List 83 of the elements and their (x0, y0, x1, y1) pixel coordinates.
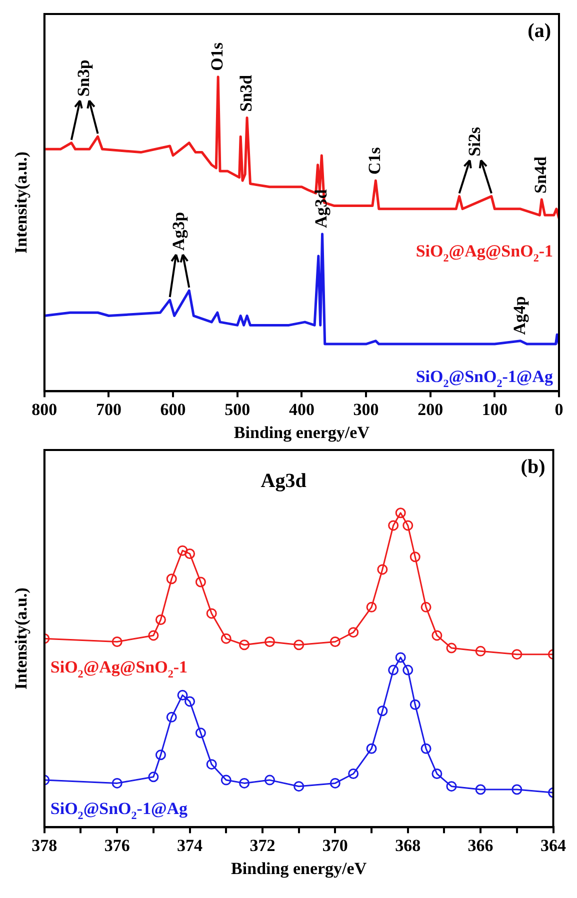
point (395, 508, 406, 518)
x-tick-label: 370 (322, 836, 348, 855)
x-axis-title: Binding energy/eV (234, 423, 370, 442)
point (166, 574, 177, 584)
x-tick-label: 368 (395, 836, 421, 855)
point (206, 759, 217, 770)
point (395, 652, 406, 663)
x-tick-label: 400 (288, 400, 314, 419)
y-axis-title: Intensity(a.u.) (12, 588, 31, 690)
x-tick-label: 200 (418, 400, 444, 419)
point (410, 552, 420, 562)
x-tick-label: 600 (160, 400, 186, 419)
point (155, 750, 166, 760)
x-tick-label: 700 (96, 400, 122, 419)
x-tick-label: 378 (32, 836, 58, 855)
annotation: Ag4p (510, 296, 529, 335)
point (446, 781, 457, 792)
x-tick-label: 372 (250, 836, 276, 855)
x-tick-label: 300 (353, 400, 379, 419)
point (348, 627, 359, 638)
text: Ag3d (260, 470, 306, 492)
point (184, 696, 196, 707)
point (166, 712, 177, 722)
point (148, 630, 159, 641)
point (220, 633, 232, 644)
annotation: O1s (207, 42, 226, 71)
point (512, 784, 522, 795)
y-axis-title: Intensity(a.u.) (12, 152, 31, 254)
point (184, 548, 196, 559)
x-tick-label: 0 (554, 400, 564, 419)
annotation: Sn3d (236, 74, 256, 112)
point (366, 743, 377, 754)
point (432, 768, 442, 780)
point (475, 646, 486, 656)
point (294, 781, 304, 792)
annotation: Ag3p (168, 212, 188, 251)
annotation: Ag3d (312, 188, 331, 228)
point (388, 664, 399, 676)
x-tick-label: 374 (177, 836, 204, 855)
point (420, 602, 432, 612)
point (155, 614, 166, 625)
annotation: Sn3p (74, 60, 93, 97)
point (112, 636, 122, 647)
point (410, 699, 420, 710)
x-tick-label: 376 (104, 836, 130, 855)
point (366, 602, 377, 612)
point (377, 706, 388, 716)
point (264, 636, 275, 647)
point (475, 784, 486, 795)
point (148, 772, 159, 782)
point (402, 520, 414, 531)
point (294, 640, 304, 650)
point (402, 664, 414, 676)
annotation: Si2s (464, 126, 484, 156)
point (195, 728, 206, 738)
x-tick-label: 800 (32, 400, 58, 419)
point (177, 690, 188, 700)
text: (a) (528, 20, 551, 42)
x-tick-label: 366 (468, 836, 494, 855)
x-tick-label: 364 (540, 836, 566, 855)
point (177, 545, 188, 556)
annotation: C1s (365, 146, 384, 175)
point (220, 774, 232, 786)
point (206, 608, 217, 619)
point (195, 576, 206, 588)
text: (b) (520, 456, 546, 478)
point (446, 642, 457, 654)
point (264, 774, 275, 786)
point (239, 640, 250, 650)
x-tick-label: 100 (482, 400, 508, 419)
point (377, 564, 388, 575)
point (420, 743, 432, 754)
point (348, 768, 359, 780)
annotation: Sn4d (531, 156, 550, 194)
point (239, 778, 250, 788)
point (388, 520, 399, 531)
point (512, 649, 522, 660)
point (112, 778, 122, 788)
x-axis-title: Binding energy/eV (231, 859, 368, 878)
point (330, 636, 340, 647)
x-tick-label: 500 (224, 400, 250, 419)
point (432, 630, 442, 641)
point (330, 778, 340, 788)
